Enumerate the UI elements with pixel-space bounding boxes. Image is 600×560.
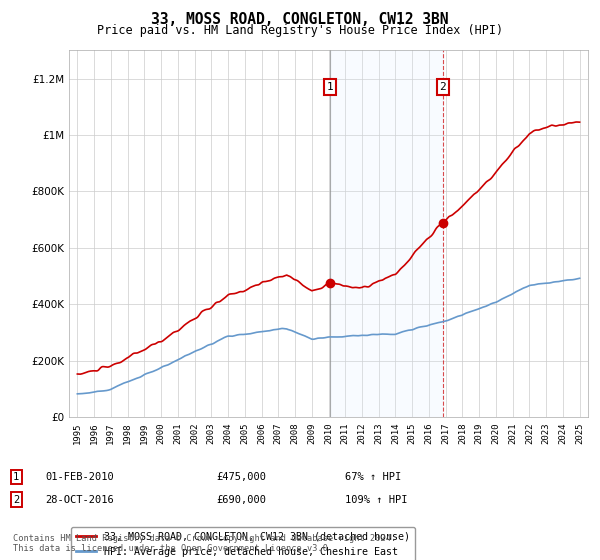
Text: £690,000: £690,000 bbox=[216, 494, 266, 505]
Text: 1: 1 bbox=[326, 82, 333, 92]
Text: 01-FEB-2010: 01-FEB-2010 bbox=[45, 472, 114, 482]
Text: 28-OCT-2016: 28-OCT-2016 bbox=[45, 494, 114, 505]
Text: £475,000: £475,000 bbox=[216, 472, 266, 482]
Text: 33, MOSS ROAD, CONGLETON, CW12 3BN: 33, MOSS ROAD, CONGLETON, CW12 3BN bbox=[151, 12, 449, 27]
Bar bbox=[330, 50, 443, 417]
Text: 2: 2 bbox=[439, 82, 446, 92]
Text: 2: 2 bbox=[13, 494, 19, 505]
Text: Price paid vs. HM Land Registry's House Price Index (HPI): Price paid vs. HM Land Registry's House … bbox=[97, 24, 503, 36]
Text: 109% ↑ HPI: 109% ↑ HPI bbox=[345, 494, 407, 505]
Text: Contains HM Land Registry data © Crown copyright and database right 2024.
This d: Contains HM Land Registry data © Crown c… bbox=[13, 534, 397, 553]
Legend: 33, MOSS ROAD, CONGLETON, CW12 3BN (detached house), HPI: Average price, detache: 33, MOSS ROAD, CONGLETON, CW12 3BN (deta… bbox=[71, 527, 415, 560]
Text: 67% ↑ HPI: 67% ↑ HPI bbox=[345, 472, 401, 482]
Text: 1: 1 bbox=[13, 472, 19, 482]
